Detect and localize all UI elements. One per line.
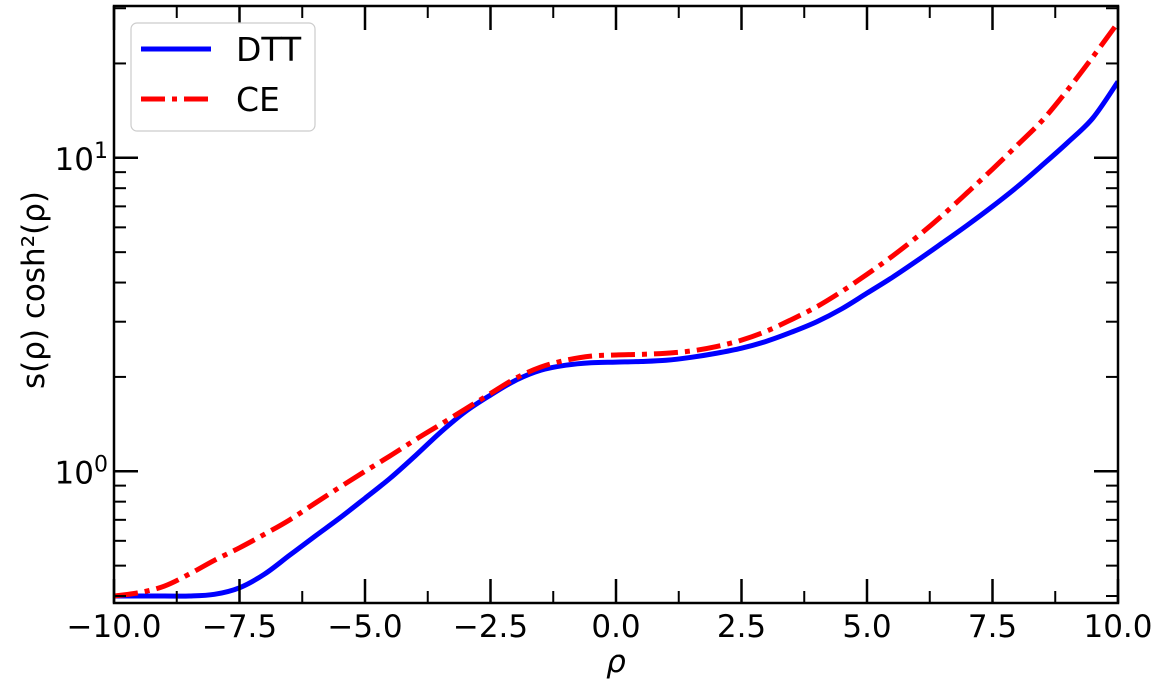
- plot-area: [114, 21, 1118, 599]
- series-line-ce: [114, 21, 1118, 599]
- x-tick-label: −7.5: [202, 609, 277, 645]
- x-tick-label: 7.5: [968, 609, 1017, 645]
- legend: DTT CE: [130, 22, 316, 132]
- x-tick-label: −2.5: [453, 609, 528, 645]
- y-axis-label: s(ρ) cosh²(ρ): [16, 191, 52, 389]
- x-tick-label: 5.0: [842, 609, 891, 645]
- legend-label-ce: CE: [236, 80, 280, 119]
- x-tick-label: −10.0: [67, 609, 162, 645]
- x-tick-label: −5.0: [327, 609, 402, 645]
- axis-ticks: [112, 6, 1120, 603]
- x-tick-label: 2.5: [717, 609, 766, 645]
- x-tick-labels: −10.0 −7.5 −5.0 −2.5 0.0 2.5 5.0 7.5 10.0: [67, 609, 1153, 645]
- series-line-dtt: [114, 80, 1118, 599]
- legend-label-dtt: DTT: [236, 30, 302, 69]
- y-tick-labels: 100 101: [55, 139, 108, 491]
- y-tick-label: 101: [55, 139, 108, 178]
- plot-frame: [112, 4, 1120, 605]
- x-axis-label: ρ: [606, 644, 626, 680]
- series-group: [114, 21, 1118, 599]
- x-tick-label: 10.0: [1083, 609, 1152, 645]
- y-tick-label: 100: [55, 452, 108, 491]
- x-tick-label: 0.0: [591, 609, 640, 645]
